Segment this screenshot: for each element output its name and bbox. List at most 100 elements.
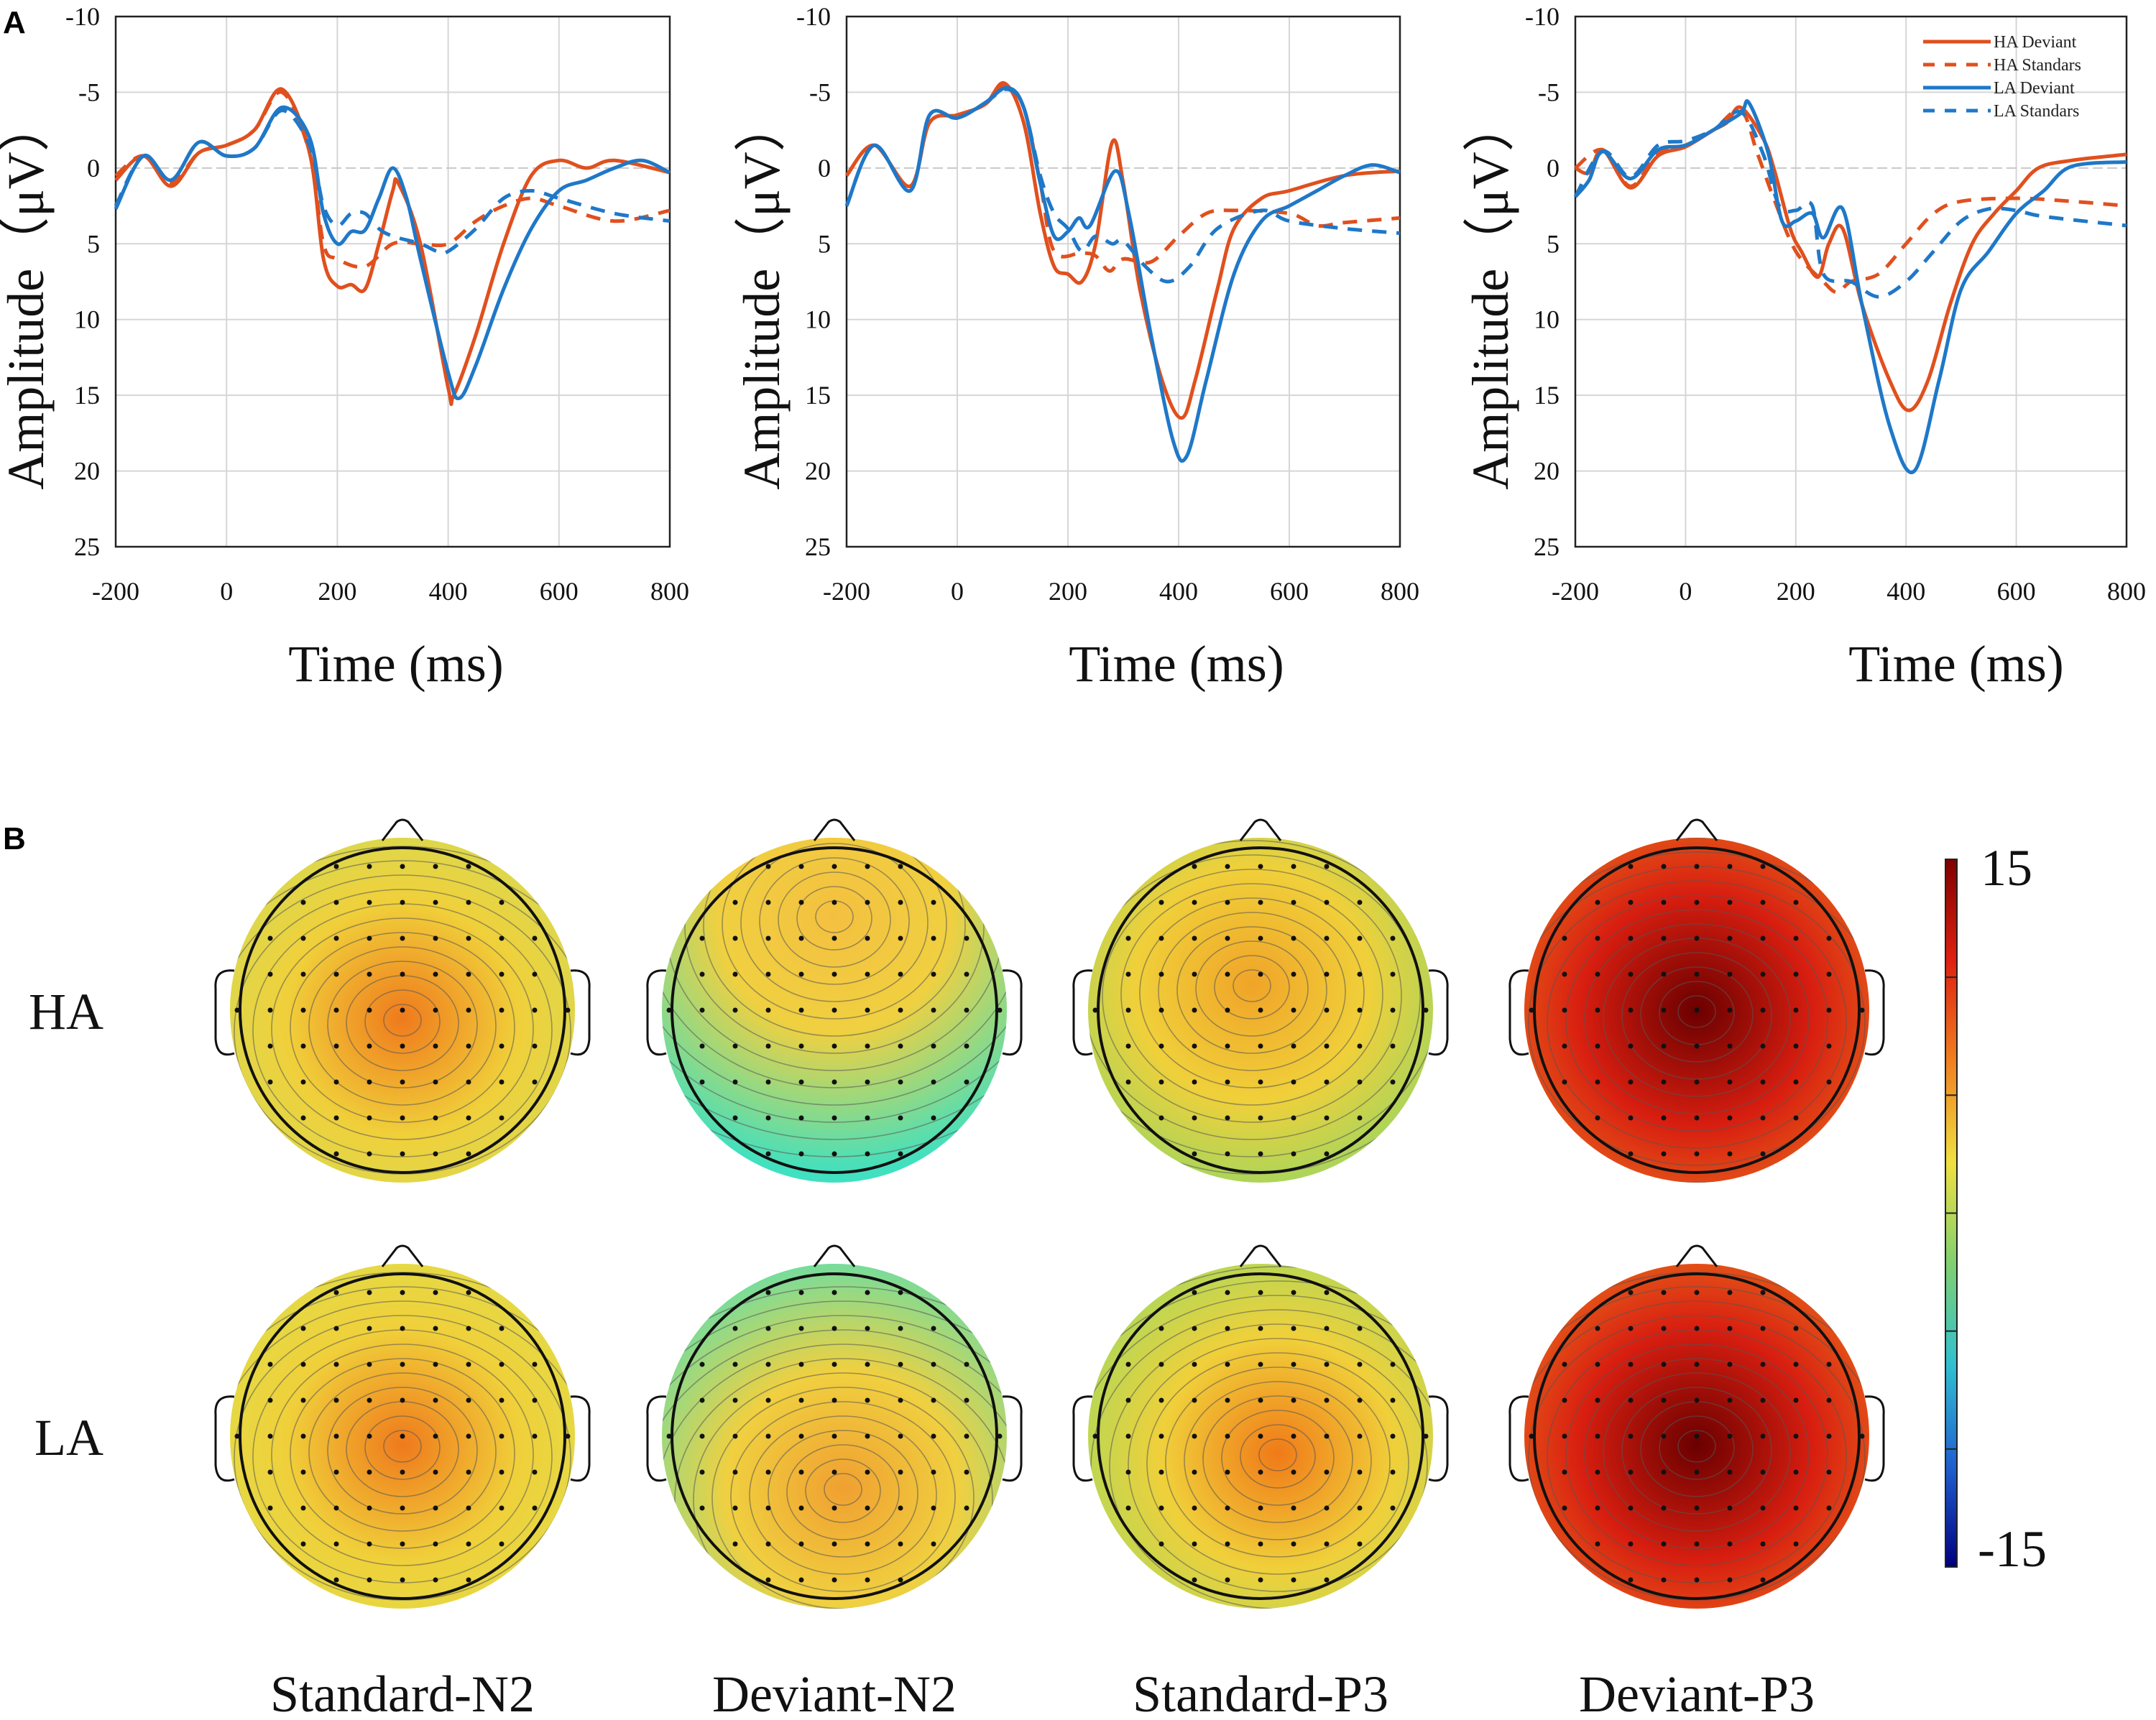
electrode-dot [1727,935,1733,941]
electrode-dot [1192,1577,1197,1583]
electrode-dot [1661,1043,1667,1049]
x-tick-label: 200 [1049,577,1087,606]
electrode-dot [1727,1397,1733,1403]
contour [1202,1395,1353,1523]
electrode-dot [367,1043,372,1049]
contour [1547,894,1847,1149]
electrode-dot [1562,1433,1567,1439]
electrode-dot [1192,1397,1197,1403]
electrode-dot [466,1079,471,1085]
electrode-dot [1760,1361,1766,1367]
electrode-dot [765,1043,771,1049]
electrode-dot [466,864,471,869]
electrode-dot [865,1577,870,1583]
electrode-dot [1793,1361,1799,1367]
x-tick-label: 600 [1270,577,1309,606]
electrode-dot [1324,1397,1330,1403]
x-axis-label: Time (ms) [288,635,503,693]
plot-area [116,17,670,547]
electrode-dot [765,935,771,941]
electrode-dot [931,1541,936,1547]
electrode-dot [931,1043,936,1049]
right-ear-icon [1864,1395,1885,1482]
electrode-dot [1324,971,1330,977]
electrode-dot [234,1433,240,1439]
electrode-dot [1595,1326,1600,1331]
contour [730,1401,956,1592]
electrode-dot [1225,864,1230,869]
electrode-dot [1192,1115,1197,1121]
electrode-dot [931,1326,936,1331]
electrode-dot [499,1079,505,1085]
head-outline [1097,1272,1424,1600]
electrode-dot [1225,1469,1230,1475]
electrode-dot [565,1007,571,1013]
electrode-dot [1258,935,1263,941]
left-ear-icon [1508,1395,1529,1482]
electrode-dot [898,1043,903,1049]
contour [778,871,891,968]
electrode-dot [1357,900,1363,905]
electrode-dot [765,1433,771,1439]
contour [662,1300,1007,1609]
y-axis-label: Amplitude（μV） [733,100,791,490]
electrode-dot [400,1505,405,1511]
electrode-dot [466,1577,471,1583]
electrode-dot [333,1079,339,1085]
electrode-dot [1595,1541,1600,1547]
electrode-dot [1423,1007,1429,1013]
electrode-dot [1225,1290,1230,1295]
electrode-dot [1760,1151,1766,1157]
electrode-dot [433,1007,438,1013]
electrode-dot [1595,1007,1600,1013]
electrode-dot [1291,1079,1296,1085]
electrodes [1529,864,1865,1157]
x-tick-label: 400 [1886,577,1925,606]
electrode-dot [1661,1541,1667,1547]
electrode-dot [1258,1043,1263,1049]
y-tick-label: 25 [74,532,100,561]
panel-label-b: B [3,821,26,856]
electrode-dot [1727,1469,1733,1475]
topomap-la-standard-p3 [1072,1244,1449,1609]
electrode-dot [865,1079,870,1085]
electrode-dot [1225,1151,1230,1157]
electrode-dot [1192,1541,1197,1547]
electrode-dot [765,1326,771,1331]
electrode-dot [499,1361,505,1367]
head-outline [1533,846,1861,1174]
electrode-dot [1324,1361,1330,1367]
electrode-dot [1793,1115,1799,1121]
electrode-dot [798,1007,804,1013]
electrode-dot [532,1007,538,1013]
electrode-dot [865,971,870,977]
y-tick-label: 0 [1547,154,1560,182]
right-ear-icon [1002,1395,1023,1482]
contour [1659,1415,1735,1480]
electrode-dot [1258,1151,1263,1157]
electrode-dot [333,1469,339,1475]
electrode-dot [1760,1397,1766,1403]
electrode-dot [367,1433,372,1439]
electrode-dot [964,1433,969,1439]
contour [1528,880,1866,1166]
electrode-dot [1694,1151,1700,1157]
electrode-dot [1661,1469,1667,1475]
y-tick-label: -10 [1525,2,1560,31]
electrode-dot [1225,1505,1230,1511]
electrode-dot [1357,1043,1363,1049]
electrode-dot [1291,1326,1296,1331]
electrode-dot [898,971,903,977]
electrode-dot [433,1361,438,1367]
contour [1088,838,1433,1175]
electrode-dot [1192,1433,1197,1439]
electrode-dot [1125,1079,1131,1085]
electrode-dot [1694,864,1700,869]
contour [703,838,966,1037]
electrode-dot [1694,1577,1700,1583]
electrode-dot [367,1079,372,1085]
electrode-dot [400,1469,405,1475]
electrode-dot [699,971,705,977]
electrodes [1092,864,1429,1157]
electrode-dot [1826,1397,1832,1403]
